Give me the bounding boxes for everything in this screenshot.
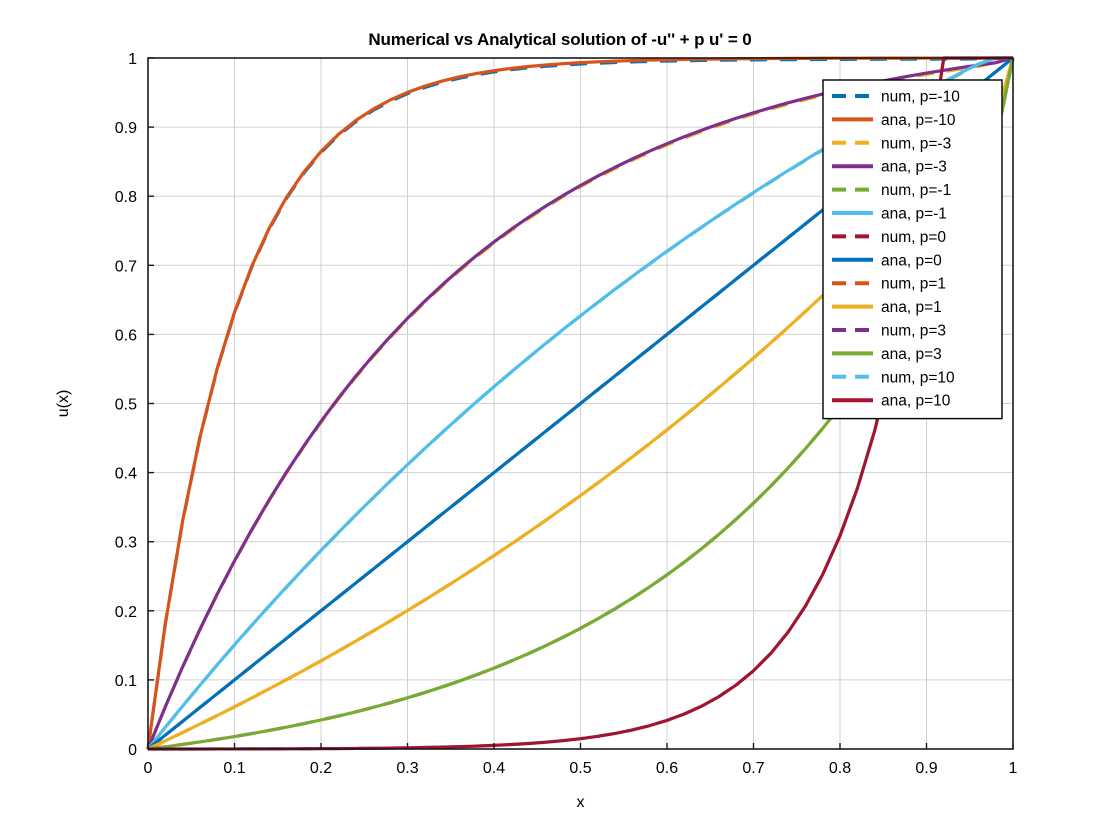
y-tick-label: 1 [128,51,137,68]
y-tick-label: 0.4 [115,466,137,483]
y-tick-label: 0.5 [115,397,137,414]
y-tick-label: 0.3 [115,535,137,552]
x-tick-label: 0 [144,760,153,777]
x-tick-label: 0.9 [915,760,937,777]
legend-label[interactable]: num, p=3 [881,323,946,340]
x-axis-label: x [577,794,585,811]
legend-label[interactable]: num, p=0 [881,229,946,246]
legend-label[interactable]: ana, p=10 [881,393,951,410]
legend-label[interactable]: num, p=-10 [881,89,960,106]
x-tick-label: 1 [1009,760,1018,777]
legend-label[interactable]: num, p=-3 [881,135,951,152]
x-tick-label: 0.3 [396,760,418,777]
x-tick-label: 0.7 [742,760,764,777]
x-tick-label: 0.5 [569,760,591,777]
y-tick-label: 0.6 [115,327,137,344]
y-axis-label: u(x) [55,390,72,418]
legend-label[interactable]: num, p=-1 [881,182,951,199]
y-tick-label: 0.7 [115,258,137,275]
y-tick-label: 0.2 [115,604,137,621]
y-tick-label: 0 [128,742,137,759]
y-tick-label: 0.1 [115,673,137,690]
axis-labels-layer: x u(x) [55,390,585,811]
x-tick-label: 0.4 [483,760,505,777]
chart-title: Numerical vs Analytical solution of -u''… [368,30,752,49]
legend-label[interactable]: ana, p=1 [881,299,942,316]
x-tick-label: 0.2 [310,760,332,777]
y-tick-label: 0.8 [115,189,137,206]
legend-box[interactable]: num, p=-10 ana, p=-10 num, p=-3 ana, p=-3 nu… [822,79,1003,420]
legend-label[interactable]: ana, p=3 [881,346,942,363]
y-tick-label: 0.9 [115,120,137,137]
legend-label[interactable]: ana, p=-3 [881,159,947,176]
tick-labels-layer: 0 0.1 0.2 0.3 0.4 0.5 0.6 0.7 0.8 0.9 1 0 0.1 0.2 0.3 0… [115,51,1018,777]
x-tick-label: 0.6 [656,760,678,777]
legend-label[interactable]: num, p=1 [881,276,946,293]
x-tick-label: 0.1 [223,760,245,777]
legend-label[interactable]: ana, p=0 [881,252,942,269]
x-tick-label: 0.8 [829,760,851,777]
legend-label[interactable]: ana, p=-10 [881,112,956,129]
legend-label[interactable]: num, p=10 [881,369,955,386]
legend-frame[interactable] [822,79,1003,420]
legend-label[interactable]: ana, p=-1 [881,206,947,223]
axis-frame [147,57,1014,750]
